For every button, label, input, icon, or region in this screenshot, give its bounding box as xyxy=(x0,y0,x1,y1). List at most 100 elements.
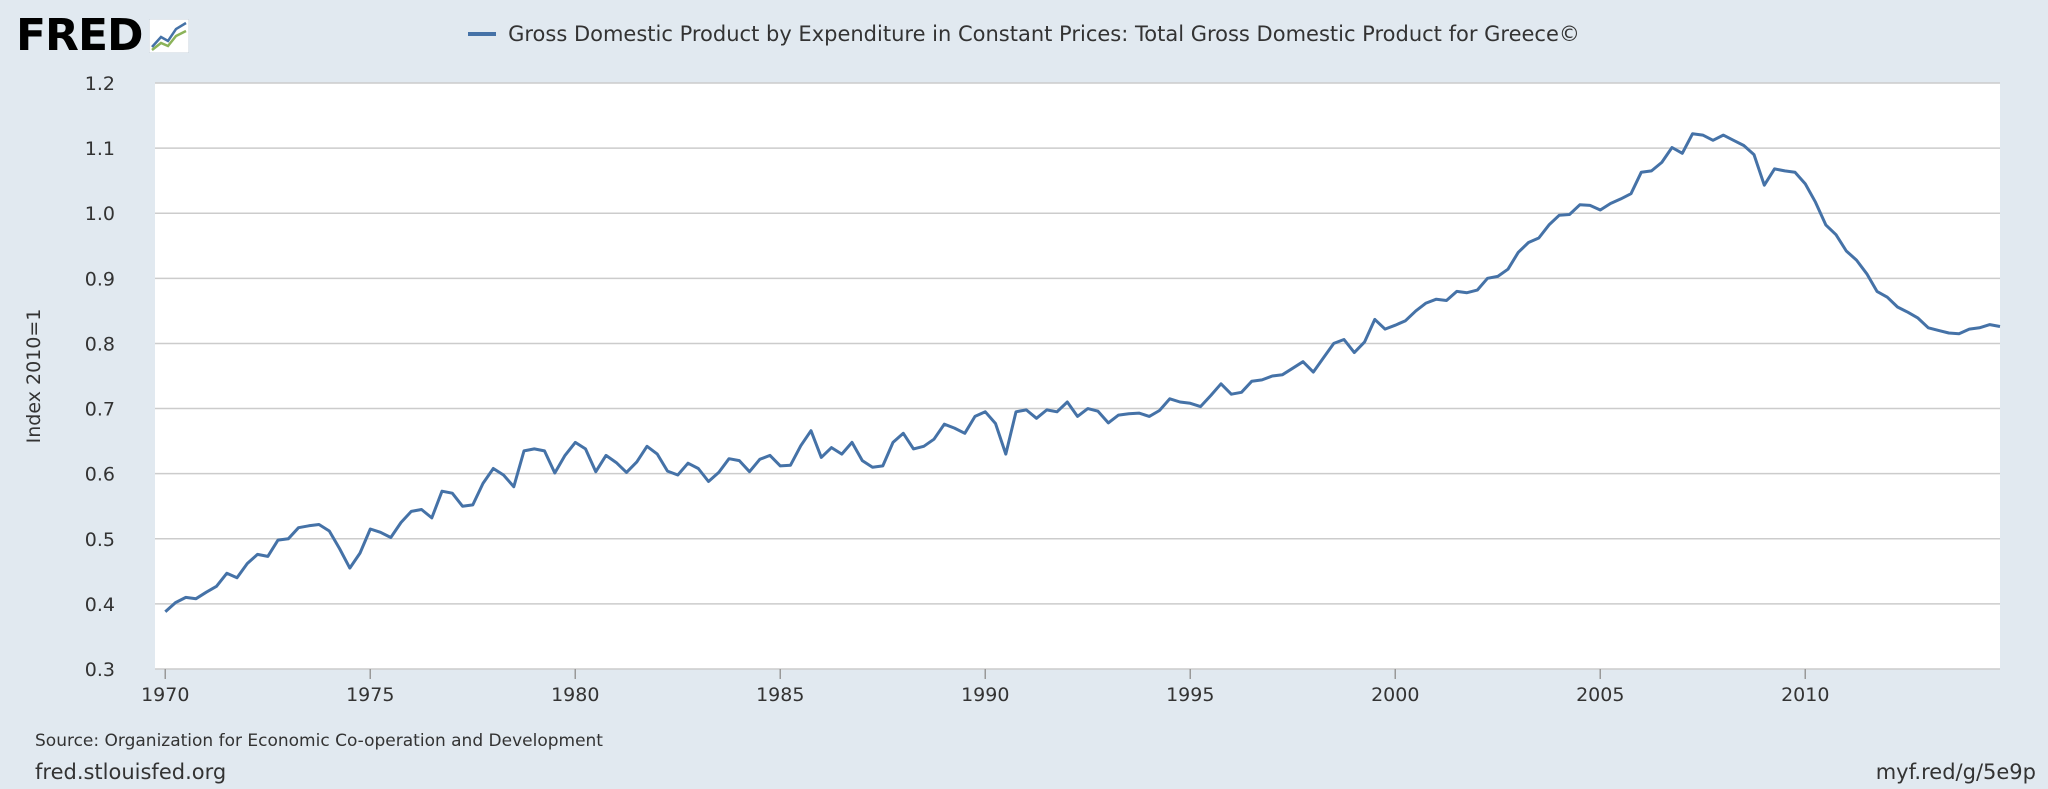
data-point[interactable] xyxy=(1639,170,1644,175)
data-point[interactable] xyxy=(1034,416,1039,421)
data-point[interactable] xyxy=(481,481,486,486)
data-point[interactable] xyxy=(542,448,547,453)
data-point[interactable] xyxy=(1670,145,1675,150)
data-point[interactable] xyxy=(337,546,342,551)
data-point[interactable] xyxy=(993,421,998,426)
data-point[interactable] xyxy=(1526,240,1531,245)
data-point[interactable] xyxy=(778,463,783,468)
data-point[interactable] xyxy=(1762,183,1767,188)
data-point[interactable] xyxy=(378,530,383,535)
data-point[interactable] xyxy=(501,472,506,477)
data-point[interactable] xyxy=(1116,413,1121,418)
data-point[interactable] xyxy=(1741,143,1746,148)
data-point[interactable] xyxy=(1413,308,1418,313)
data-point[interactable] xyxy=(163,609,168,614)
data-point[interactable] xyxy=(962,431,967,436)
data-point[interactable] xyxy=(1629,191,1634,196)
data-point[interactable] xyxy=(1608,201,1613,206)
data-point[interactable] xyxy=(1854,258,1859,263)
data-point[interactable] xyxy=(983,409,988,414)
data-point[interactable] xyxy=(265,554,270,559)
data-point[interactable] xyxy=(1721,133,1726,138)
data-point[interactable] xyxy=(1147,414,1152,419)
data-point[interactable] xyxy=(1998,324,2003,329)
data-point[interactable] xyxy=(1536,235,1541,240)
data-point[interactable] xyxy=(645,444,650,449)
data-point[interactable] xyxy=(1782,168,1787,173)
data-point[interactable] xyxy=(880,463,885,468)
data-point[interactable] xyxy=(255,552,260,557)
data-point[interactable] xyxy=(1249,379,1254,384)
data-point[interactable] xyxy=(1239,390,1244,395)
data-point[interactable] xyxy=(306,523,311,528)
data-point[interactable] xyxy=(245,561,250,566)
data-point[interactable] xyxy=(1495,274,1500,279)
data-point[interactable] xyxy=(1885,295,1890,300)
data-point[interactable] xyxy=(665,469,670,474)
data-point[interactable] xyxy=(1075,414,1080,419)
data-point[interactable] xyxy=(1219,381,1224,386)
data-point[interactable] xyxy=(1280,372,1285,377)
data-point[interactable] xyxy=(1178,400,1183,405)
data-point[interactable] xyxy=(409,509,414,514)
data-point[interactable] xyxy=(1301,359,1306,364)
data-point[interactable] xyxy=(1208,393,1213,398)
data-point[interactable] xyxy=(1485,276,1490,281)
data-point[interactable] xyxy=(942,422,947,427)
data-point[interactable] xyxy=(696,466,701,471)
data-point[interactable] xyxy=(1516,250,1521,255)
data-point[interactable] xyxy=(1362,340,1367,345)
data-point[interactable] xyxy=(1905,310,1910,315)
data-point[interactable] xyxy=(1044,407,1049,412)
data-point[interactable] xyxy=(1649,168,1654,173)
data-point[interactable] xyxy=(1331,341,1336,346)
data-point[interactable] xyxy=(891,440,896,445)
data-point[interactable] xyxy=(1588,203,1593,208)
data-point[interactable] xyxy=(1752,152,1757,157)
data-point[interactable] xyxy=(1813,200,1818,205)
chart-legend[interactable]: Gross Domestic Product by Expenditure in… xyxy=(0,22,2048,46)
data-point[interactable] xyxy=(511,484,516,489)
data-point[interactable] xyxy=(296,525,301,530)
data-point[interactable] xyxy=(1598,207,1603,212)
data-point[interactable] xyxy=(1260,377,1265,382)
data-point[interactable] xyxy=(1957,331,1962,336)
fred-logo[interactable]: FRED xyxy=(16,14,189,58)
data-point[interactable] xyxy=(1895,304,1900,309)
data-point[interactable] xyxy=(183,595,188,600)
data-point[interactable] xyxy=(1465,290,1470,295)
data-point[interactable] xyxy=(1383,327,1388,332)
data-point[interactable] xyxy=(286,536,291,541)
data-point[interactable] xyxy=(1444,298,1449,303)
data-point[interactable] xyxy=(716,470,721,475)
data-point[interactable] xyxy=(317,522,322,527)
data-point[interactable] xyxy=(1229,392,1234,397)
data-point[interactable] xyxy=(1680,151,1685,156)
data-point[interactable] xyxy=(952,426,957,431)
data-point[interactable] xyxy=(1137,411,1142,416)
data-point[interactable] xyxy=(870,465,875,470)
data-point[interactable] xyxy=(593,469,598,474)
data-point[interactable] xyxy=(829,445,834,450)
data-point[interactable] xyxy=(1003,452,1008,457)
data-point[interactable] xyxy=(358,551,363,556)
data-point[interactable] xyxy=(809,428,814,433)
data-point[interactable] xyxy=(839,452,844,457)
data-point[interactable] xyxy=(737,458,742,463)
data-point[interactable] xyxy=(368,527,373,532)
data-point[interactable] xyxy=(224,571,229,576)
data-point[interactable] xyxy=(686,461,691,466)
data-point[interactable] xyxy=(1823,222,1828,227)
data-point[interactable] xyxy=(921,444,926,449)
data-point[interactable] xyxy=(727,456,732,461)
data-point[interactable] xyxy=(429,515,434,520)
data-point[interactable] xyxy=(675,472,680,477)
data-point[interactable] xyxy=(1311,370,1316,375)
data-point[interactable] xyxy=(1936,328,1941,333)
data-point[interactable] xyxy=(1967,327,1972,332)
data-point[interactable] xyxy=(573,440,578,445)
data-point[interactable] xyxy=(1167,396,1172,401)
data-point[interactable] xyxy=(1916,316,1921,321)
data-point[interactable] xyxy=(194,596,199,601)
data-point[interactable] xyxy=(399,520,404,525)
